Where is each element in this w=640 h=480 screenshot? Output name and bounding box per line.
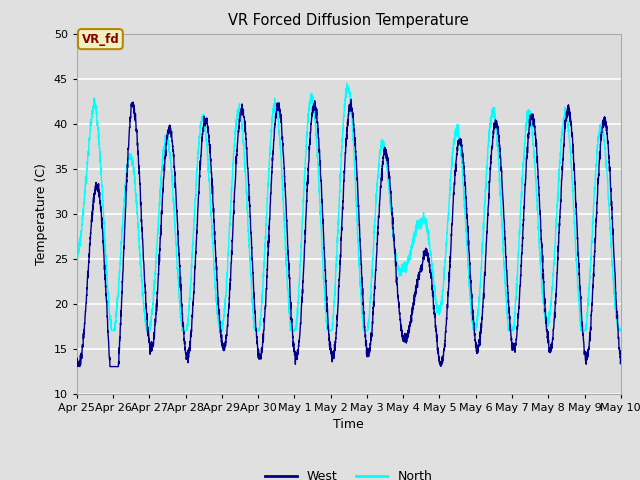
Text: VR_fd: VR_fd [81, 33, 119, 46]
Line: West: West [77, 99, 621, 367]
North [108, 328, 115, 334]
West [225, 301, 233, 307]
Title: VR Forced Diffusion Temperature: VR Forced Diffusion Temperature [228, 13, 469, 28]
North [566, 137, 573, 143]
West [189, 296, 197, 302]
West [617, 357, 625, 362]
West [348, 96, 355, 102]
North [412, 226, 419, 232]
North [189, 227, 197, 232]
West [412, 287, 419, 292]
West [73, 355, 81, 361]
West [566, 106, 573, 112]
North [225, 240, 233, 246]
North [73, 253, 81, 259]
North [617, 327, 625, 333]
Line: North: North [77, 84, 621, 331]
North [343, 81, 351, 86]
West [74, 364, 81, 370]
North [402, 262, 410, 267]
X-axis label: Time: Time [333, 418, 364, 431]
West [402, 336, 410, 342]
Y-axis label: Temperature (C): Temperature (C) [35, 163, 48, 264]
West [617, 355, 625, 360]
Legend: West, North: West, North [260, 465, 437, 480]
North [617, 328, 625, 334]
